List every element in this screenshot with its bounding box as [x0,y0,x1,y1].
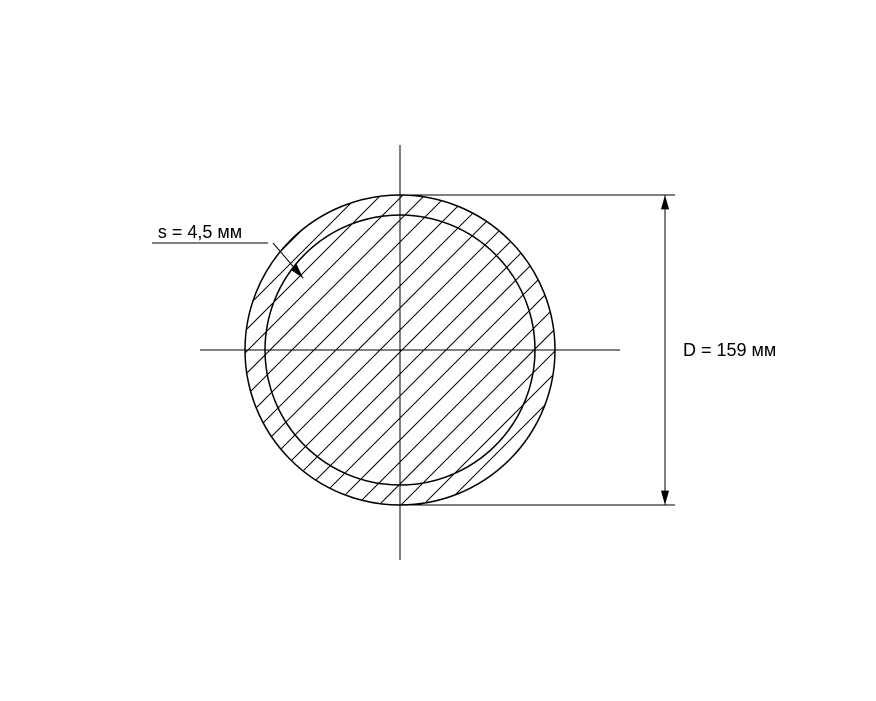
pipe-cross-section-diagram: s = 4,5 мм D = 159 мм [0,0,876,701]
outer-diameter-label: D = 159 мм [683,340,776,360]
wall-thickness-label: s = 4,5 мм [158,222,242,242]
section-hatching [0,0,876,525]
wall-thickness-leader [152,243,303,278]
